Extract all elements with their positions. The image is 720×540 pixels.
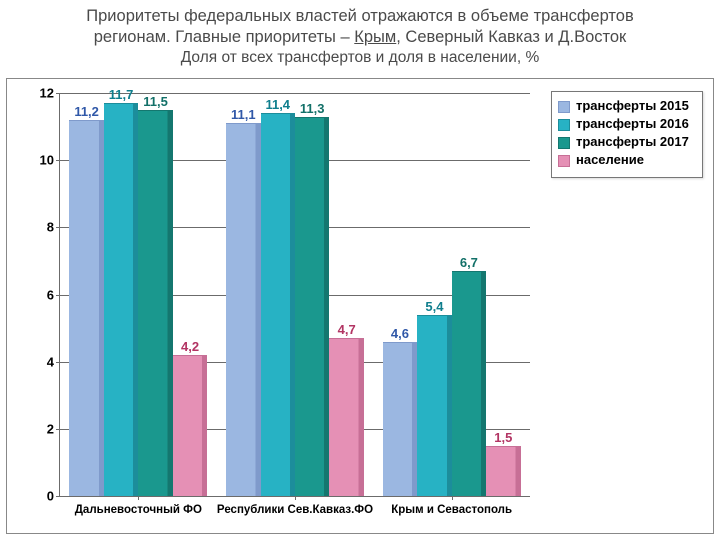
- bar: 11,1: [226, 123, 260, 496]
- ytick-label: 6: [47, 287, 54, 302]
- ytick-label: 12: [40, 86, 54, 101]
- legend: трансферты 2015 трансферты 2016 трансферты…: [551, 91, 703, 178]
- bar: 6,7: [452, 271, 486, 496]
- legend-item: трансферты 2017: [558, 135, 696, 150]
- title-line-2-pre: регионам. Главные приоритеты –: [94, 28, 355, 46]
- legend-item: трансферты 2016: [558, 117, 696, 132]
- bar: 4,2: [173, 355, 207, 496]
- bar-label: 6,7: [460, 255, 478, 270]
- bar-label: 11,4: [265, 97, 290, 112]
- subtitle: Доля от всех трансфертов и доля в населе…: [181, 49, 539, 66]
- bar: 11,5: [138, 110, 172, 496]
- ytick-label: 10: [40, 153, 54, 168]
- xtick-mark: [452, 496, 453, 500]
- title-line-2-post: , Северный Кавказ и Д.Восток: [396, 28, 626, 46]
- legend-label: трансферты 2016: [576, 117, 689, 132]
- legend-label: трансферты 2017: [576, 135, 689, 150]
- bar-label: 1,5: [494, 430, 512, 445]
- bar: 11,4: [261, 113, 295, 496]
- bar: 11,2: [69, 120, 103, 496]
- bar: 11,7: [104, 103, 138, 496]
- ytick-label: 2: [47, 421, 54, 436]
- xlabel: Республики Сев.Кавказ.ФО: [217, 504, 373, 516]
- bar-label: 11,3: [300, 101, 325, 116]
- ytick-mark: [56, 362, 60, 363]
- legend-item: трансферты 2015: [558, 99, 696, 114]
- bar-label: 5,4: [425, 299, 443, 314]
- ytick-mark: [56, 295, 60, 296]
- title-block: Приоритеты федеральных властей отражаютс…: [14, 6, 706, 68]
- legend-swatch: [558, 137, 570, 149]
- legend-label: население: [576, 153, 644, 168]
- bar: 5,4: [417, 315, 451, 496]
- xlabel: Крым и Севастополь: [391, 504, 512, 516]
- slide: Приоритеты федеральных властей отражаютс…: [0, 0, 720, 540]
- ytick-label: 4: [47, 354, 54, 369]
- bar: 11,3: [295, 117, 329, 496]
- bar-label: 11,2: [74, 104, 99, 119]
- xtick-mark: [138, 496, 139, 500]
- ytick-label: 8: [47, 220, 54, 235]
- bar-label: 11,5: [143, 94, 168, 109]
- bar-label: 4,2: [181, 339, 199, 354]
- ytick-mark: [56, 496, 60, 497]
- legend-item: население: [558, 153, 696, 168]
- title-line-2-underline: Крым: [354, 28, 396, 46]
- ytick-label: 0: [47, 489, 54, 504]
- bar-label: 4,6: [391, 326, 409, 341]
- plot-area: 024681012Дальневосточный ФО11,211,711,54…: [59, 93, 530, 497]
- bar: 4,7: [329, 338, 363, 496]
- bar: 1,5: [486, 446, 520, 496]
- bar-label: 4,7: [338, 322, 356, 337]
- chart-frame: 024681012Дальневосточный ФО11,211,711,54…: [6, 78, 714, 534]
- bar-label: 11,7: [109, 87, 134, 102]
- ytick-mark: [56, 160, 60, 161]
- bar: 4,6: [383, 342, 417, 496]
- ytick-mark: [56, 227, 60, 228]
- legend-swatch: [558, 155, 570, 167]
- ytick-mark: [56, 429, 60, 430]
- legend-swatch: [558, 101, 570, 113]
- bar-label: 11,1: [231, 107, 256, 122]
- legend-label: трансферты 2015: [576, 99, 689, 114]
- ytick-mark: [56, 93, 60, 94]
- xtick-mark: [295, 496, 296, 500]
- title-line-1: Приоритеты федеральных властей отражаютс…: [86, 7, 633, 25]
- legend-swatch: [558, 119, 570, 131]
- xlabel: Дальневосточный ФО: [75, 504, 202, 516]
